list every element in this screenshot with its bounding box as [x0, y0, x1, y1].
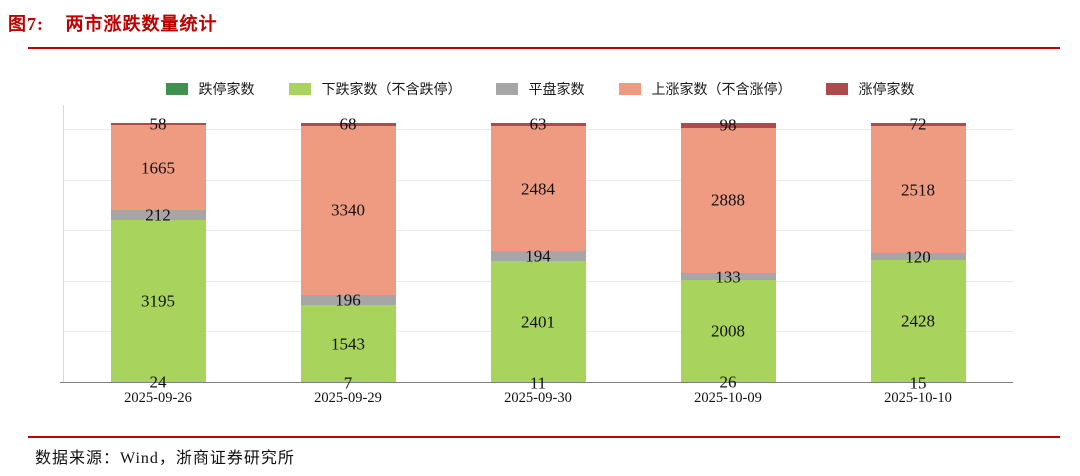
legend-item: 涨停家数 [825, 79, 915, 99]
legend-label: 上涨家数（不含涨停） [651, 83, 792, 98]
bar-segment [870, 259, 966, 383]
segment-value-label: 212 [145, 205, 171, 225]
segment-value-label: 1543 [331, 334, 365, 354]
segment-value-label: 1665 [141, 158, 175, 177]
segment-value-label: 2401 [521, 312, 555, 332]
segment-value-label: 194 [525, 246, 551, 266]
segment-value-label: 63 [529, 114, 547, 134]
segment-value-label: 2008 [711, 321, 745, 341]
bottom-divider-line [28, 436, 1060, 438]
segment-value-label: 26 [719, 372, 737, 392]
segment-value-label: 24 [149, 372, 167, 392]
bar-segment [300, 304, 396, 383]
segment-value-label: 58 [149, 114, 167, 134]
legend-label: 跌停家数 [198, 83, 255, 98]
legend-label: 涨停家数 [858, 83, 915, 98]
legend-swatch-icon [495, 83, 518, 95]
bar-segment [110, 125, 206, 210]
top-divider-line [28, 47, 1060, 49]
legend-item: 下跌家数（不含跌停） [288, 79, 462, 99]
bar-segment [490, 251, 586, 262]
legend-item: 平盘家数 [495, 79, 585, 99]
segment-value-label: 72 [909, 114, 927, 134]
figure-number-label: 图7: [8, 14, 44, 34]
legend-label: 平盘家数 [528, 83, 585, 98]
segment-value-label: 2518 [901, 180, 935, 200]
bar-segment [680, 127, 776, 274]
figure-title-text: 两市涨跌数量统计 [65, 14, 218, 34]
segment-value-label: 120 [905, 247, 931, 266]
bar-segment [300, 122, 396, 126]
bar-segment [490, 122, 586, 126]
bar-segment [490, 261, 586, 383]
x-axis-label: 2025-09-29 [314, 390, 382, 406]
bar-segment [870, 253, 966, 260]
bar-segment [110, 220, 206, 382]
bar-segment [490, 125, 586, 252]
chart-legend: 跌停家数 下跌家数（不含跌停） 平盘家数 上涨家数（不含涨停） 涨停家数 [0, 79, 1080, 99]
x-axis-label: 2025-09-26 [124, 390, 192, 406]
legend-swatch-icon [288, 83, 311, 95]
y-axis-line [63, 105, 64, 383]
legend-label: 下跌家数（不含跌停） [321, 83, 462, 98]
segment-value-label: 2484 [521, 179, 555, 199]
x-axis-label: 2025-09-30 [504, 390, 572, 406]
segment-value-label: 68 [339, 114, 357, 134]
bar-segment [870, 126, 966, 254]
bar-segment [300, 125, 396, 295]
bar-segment [110, 209, 206, 221]
segment-value-label: 15 [909, 373, 927, 393]
segment-value-label: 3340 [331, 200, 365, 220]
segment-value-label: 2428 [901, 311, 935, 331]
bar-segment [110, 122, 206, 126]
figure-title: 图7: 两市涨跌数量统计 [8, 10, 218, 36]
bar-segment [300, 294, 396, 305]
bar-segment [680, 273, 776, 281]
x-axis-label: 2025-10-09 [694, 390, 762, 406]
segment-value-label: 196 [335, 290, 361, 310]
bar-segment [870, 122, 966, 127]
legend-swatch-icon [825, 83, 848, 95]
data-source-note: 数据来源：Wind，浙商证券研究所 [35, 450, 295, 467]
bar-segment [680, 122, 776, 128]
segment-value-label: 11 [529, 373, 547, 393]
bar-segment [680, 280, 776, 382]
legend-swatch-icon [165, 83, 188, 95]
legend-item: 上涨家数（不含涨停） [618, 79, 792, 99]
segment-value-label: 133 [715, 267, 741, 287]
plot-area: 24 3195 212 1665 58 2025-09-26 7 1543 196 3340 68 2… [60, 105, 1013, 406]
legend-swatch-icon [618, 83, 641, 95]
segment-value-label: 3195 [141, 291, 175, 311]
x-axis-label: 2025-10-10 [884, 390, 952, 406]
segment-value-label: 7 [343, 373, 353, 393]
x-axis-line [60, 382, 1013, 383]
segment-value-label: 2888 [711, 190, 745, 210]
segment-value-label: 98 [719, 115, 737, 135]
legend-item: 跌停家数 [165, 79, 255, 99]
